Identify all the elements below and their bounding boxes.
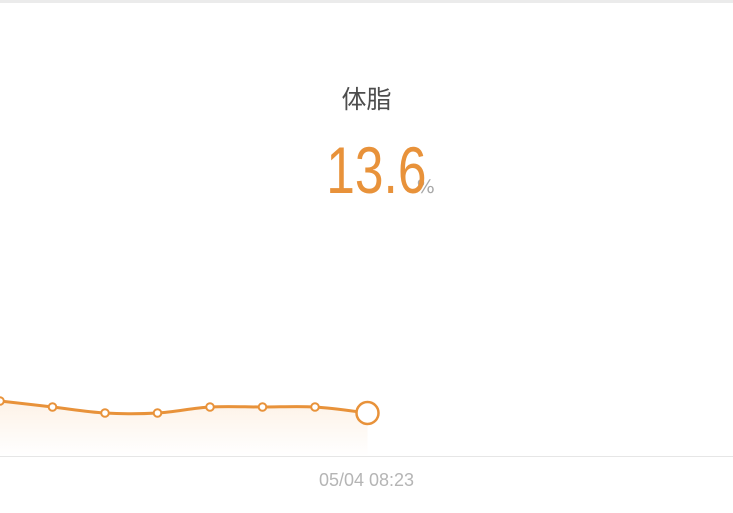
selected-data-point[interactable] xyxy=(355,400,380,426)
body-fat-trend-chart[interactable] xyxy=(0,360,733,460)
data-point[interactable] xyxy=(257,402,268,412)
top-divider xyxy=(0,0,733,3)
trend-area xyxy=(0,401,368,456)
data-point[interactable] xyxy=(205,402,215,412)
data-point[interactable] xyxy=(100,408,110,418)
metric-value: 13.6 xyxy=(326,133,427,207)
metric-label: 体脂 xyxy=(341,85,392,114)
metric-unit: % xyxy=(416,176,435,198)
data-point[interactable] xyxy=(47,402,58,412)
data-point[interactable] xyxy=(0,396,5,406)
chart-baseline xyxy=(0,456,733,457)
selected-point-timestamp: 05/04 08:23 xyxy=(318,470,415,490)
data-point[interactable] xyxy=(310,402,320,412)
metric-readout: 13.6% xyxy=(0,132,733,226)
data-point[interactable] xyxy=(152,408,163,418)
